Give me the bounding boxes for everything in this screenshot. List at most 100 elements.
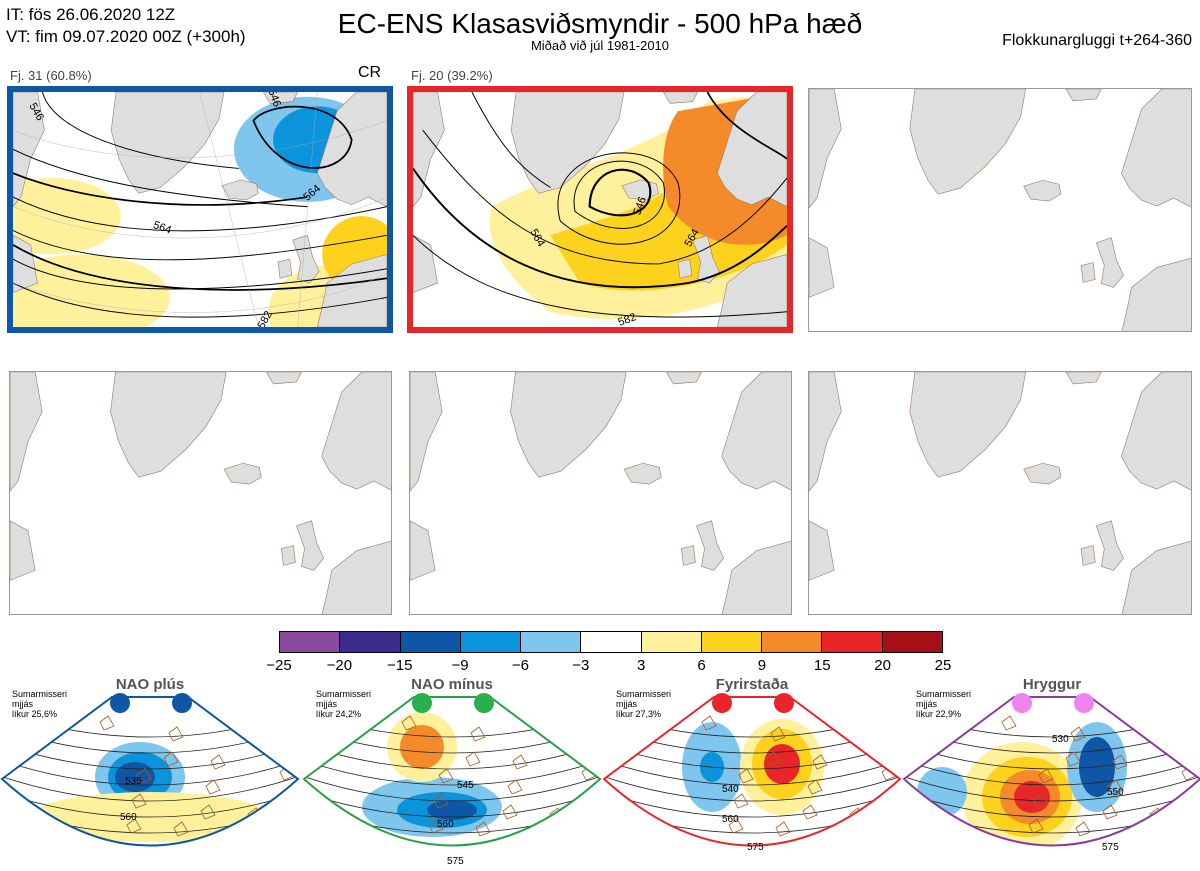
- regime-marker-dot: [1012, 693, 1032, 713]
- regime-note: Sumarmisseri mjjás líkur 22,9%: [916, 689, 971, 719]
- coastline: [738, 768, 754, 784]
- contour-line: [2, 791, 298, 818]
- regime-marker-dot: [774, 693, 794, 713]
- regime-note: Sumarmisseri mjjás líkur 25,6%: [12, 689, 67, 719]
- empty-map: [10, 372, 391, 614]
- coastline: [586, 740, 600, 756]
- classification-window: Flokkunargluggi t+264-360: [1002, 32, 1192, 49]
- coastline: [1102, 804, 1118, 820]
- coastline: [802, 804, 818, 820]
- contour-label: 550: [1107, 787, 1124, 798]
- regime-note-line: mjjás: [316, 699, 338, 709]
- colorbar-tick-label: −25: [266, 657, 292, 674]
- anomaly-blob: [764, 744, 800, 784]
- coastline: [131, 793, 147, 809]
- coastline: [475, 821, 491, 837]
- coastline: [168, 726, 184, 742]
- colorbar-segment: [580, 632, 641, 652]
- coastline: [512, 754, 528, 770]
- colorbar-segment: [640, 632, 701, 652]
- contour-line: [604, 743, 900, 770]
- contour-label: 575: [1102, 842, 1119, 853]
- regime-frame: [0, 696, 300, 847]
- contour-line: [304, 775, 600, 802]
- cluster-1-tag: CR: [358, 64, 382, 81]
- colorbar-segment: [761, 632, 822, 652]
- empty-map-panel: [409, 371, 792, 615]
- regime-title: NAO mínus: [411, 676, 493, 693]
- colorbar-tick-label: −9: [451, 657, 469, 674]
- cluster-1-label: Fj. 31 (60.8%): [10, 68, 92, 83]
- coastline: [812, 754, 828, 770]
- coastline: [1065, 751, 1081, 767]
- coastline: [1028, 818, 1044, 834]
- coastline: [200, 804, 216, 820]
- coastline: [210, 754, 226, 770]
- regime-map: 530 550 575: [902, 696, 1200, 853]
- regime-note-line: mjjás: [12, 699, 34, 709]
- contour-label: 535: [125, 776, 142, 787]
- regime-note-line: líkur 22,9%: [916, 709, 962, 719]
- colorbar-tick-label: −6: [511, 657, 529, 674]
- contour-line: [304, 791, 600, 818]
- empty-map-panel: [808, 88, 1192, 332]
- issue-time: IT: fös 26.06.2020 12Z: [6, 5, 176, 24]
- contour-line: [604, 775, 900, 802]
- regime-marker-dot: [412, 693, 432, 713]
- coastline: [1075, 821, 1091, 837]
- colorbar-segment: [520, 632, 581, 652]
- coastline: [701, 715, 717, 731]
- valid-time: VT: fim 09.07.2020 00Z (+300h): [6, 27, 246, 46]
- anomaly-blob: [1014, 781, 1050, 813]
- contour-label: 545: [457, 780, 474, 791]
- anomaly-blob: [427, 800, 477, 820]
- coastline: [284, 740, 298, 756]
- coastline: [438, 768, 454, 784]
- regime-note: Sumarmisseri mjjás líkur 24,2%: [316, 689, 371, 719]
- colorbar-segment: [339, 632, 400, 652]
- contour-line: [2, 759, 298, 786]
- colorbar-tick-label: 20: [874, 657, 891, 674]
- regime-marker-dot: [1074, 693, 1094, 713]
- regime-note-line: líkur 24,2%: [316, 709, 362, 719]
- coastline: [1070, 726, 1086, 742]
- regime-note-line: Sumarmisseri: [12, 689, 68, 699]
- cluster-2-label: Fj. 20 (39.2%): [411, 68, 493, 83]
- coastline: [1038, 768, 1054, 784]
- regime-note-line: mjjás: [616, 699, 638, 709]
- contour-label: 575: [447, 856, 464, 867]
- regime-marker-dot: [110, 693, 130, 713]
- coastline: [886, 740, 900, 756]
- coastline: [507, 779, 523, 795]
- colorbar-segment: [821, 632, 882, 652]
- coastline: [470, 726, 486, 742]
- regime-marker-dot: [712, 693, 732, 713]
- contour-line: [904, 759, 1200, 786]
- coastline: [163, 751, 179, 767]
- regime-frame: [302, 696, 602, 847]
- contour-label: 540: [722, 784, 739, 795]
- regime-note-line: Sumarmisseri: [616, 689, 672, 699]
- colorbar-tick-label: −20: [326, 657, 353, 674]
- colorbar: [279, 631, 943, 653]
- colorbar-tick-label: 15: [813, 657, 831, 674]
- regime-map: 535 560: [0, 696, 300, 847]
- colorbar-segment: [280, 632, 340, 652]
- coastline: [807, 779, 823, 795]
- coastline: [242, 832, 258, 846]
- coastline: [502, 804, 518, 820]
- contour-label: 575: [747, 842, 764, 853]
- cluster-2-chart: [413, 92, 787, 327]
- colorbar-segment: [700, 632, 762, 652]
- regime-note: Sumarmisseri mjjás líkur 27,3%: [616, 689, 671, 719]
- colorbar-segment: [459, 632, 521, 652]
- regime-title: Hryggur: [1022, 676, 1082, 693]
- regime-note-line: mjjás: [916, 699, 938, 709]
- regime-note-line: Sumarmisseri: [916, 689, 972, 699]
- regime-title: NAO plús: [115, 676, 185, 693]
- coastline: [126, 818, 142, 834]
- colorbar-tick-label: 25: [934, 657, 952, 674]
- cluster-1-map: 546 564 564 582 546: [7, 86, 393, 333]
- colorbar-segment: [399, 632, 460, 652]
- empty-map-panel: [9, 371, 392, 615]
